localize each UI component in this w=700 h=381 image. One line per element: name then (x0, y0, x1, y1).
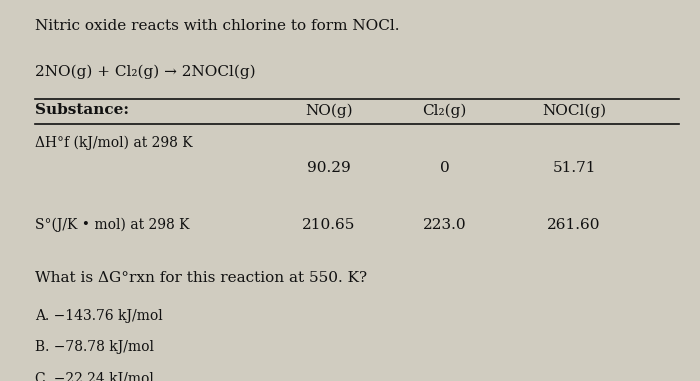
Text: ΔH°f (kJ/mol) at 298 K: ΔH°f (kJ/mol) at 298 K (35, 135, 193, 150)
Text: S°(J/K • mol) at 298 K: S°(J/K • mol) at 298 K (35, 218, 190, 232)
Text: Nitric oxide reacts with chlorine to form NOCl.: Nitric oxide reacts with chlorine to for… (35, 19, 400, 33)
Text: A. −143.76 kJ/mol: A. −143.76 kJ/mol (35, 309, 162, 323)
Text: 2NO(g) + Cl₂(g) → 2NOCl(g): 2NO(g) + Cl₂(g) → 2NOCl(g) (35, 65, 256, 79)
Text: 90.29: 90.29 (307, 161, 351, 174)
Text: 0: 0 (440, 161, 449, 174)
Text: Substance:: Substance: (35, 104, 129, 117)
Text: NO(g): NO(g) (305, 103, 353, 118)
Text: 51.71: 51.71 (552, 161, 596, 174)
Text: B. −78.78 kJ/mol: B. −78.78 kJ/mol (35, 341, 154, 354)
Text: NOCl(g): NOCl(g) (542, 103, 606, 118)
Text: 261.60: 261.60 (547, 218, 601, 232)
Text: C. −22.24 kJ/mol: C. −22.24 kJ/mol (35, 372, 154, 381)
Text: 210.65: 210.65 (302, 218, 356, 232)
Text: Cl₂(g): Cl₂(g) (422, 103, 467, 118)
Text: What is ΔG°rxn for this reaction at 550. K?: What is ΔG°rxn for this reaction at 550.… (35, 271, 367, 285)
Text: 223.0: 223.0 (423, 218, 466, 232)
